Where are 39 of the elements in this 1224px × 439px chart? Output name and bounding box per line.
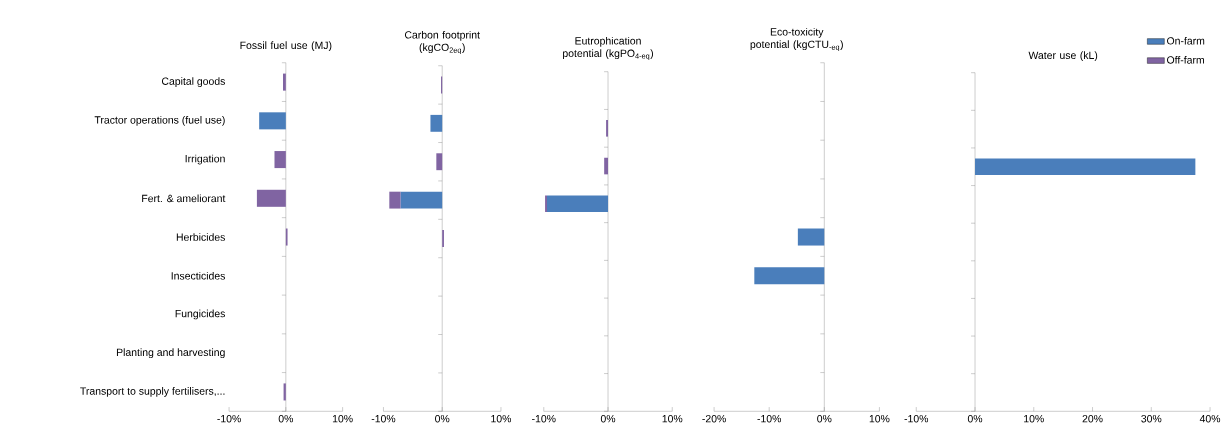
x-tick-label: 10% — [491, 414, 512, 423]
x-tick-label: 10% — [662, 414, 683, 423]
x-tick-label: -10% — [532, 414, 556, 423]
x-tick-label: 10% — [869, 414, 890, 423]
x-tick-label: 0% — [435, 414, 450, 423]
x-tick-label: 10% — [1024, 414, 1044, 423]
y-tick-label: Insecticides — [171, 271, 225, 280]
y-tick-label: Planting and harvesting — [116, 348, 225, 358]
chart-title: Eco-toxicity potential (kgCTU$_{-eq}$) — [750, 27, 843, 51]
y-tick-label: Tractor operations (fuel use) — [94, 115, 225, 126]
x-tick-label: 20% — [1082, 414, 1103, 423]
y-tick-label: Fungicides — [175, 309, 225, 320]
x-tick-label: -10% — [757, 414, 782, 423]
x-tick-label: 40% — [1199, 414, 1221, 423]
x-tick-label: 10% — [332, 414, 353, 423]
y-tick-label: Herbicides — [176, 233, 225, 241]
bar — [436, 153, 443, 171]
x-tick-label: 0% — [817, 414, 832, 423]
x-tick-label: -10% — [904, 414, 929, 423]
y-tick-label: Irrigation — [185, 154, 225, 165]
y-tick-label: Capital goods — [161, 77, 225, 87]
y-tick-label: Fert. & ameliorant — [142, 194, 226, 203]
x-tick-label: 30% — [1141, 414, 1162, 423]
y-tick-label: Transport to supply fertilisers,... — [80, 386, 225, 397]
bar — [400, 191, 443, 209]
x-tick-label: -20% — [702, 414, 726, 423]
legend-label: On-farm — [1167, 36, 1205, 45]
chart-title: Water use (kL) — [1028, 51, 1098, 61]
bar — [389, 191, 401, 209]
chart-title: Fossil fuel use (MJ) — [240, 41, 332, 51]
x-tick-label: -10% — [217, 414, 241, 423]
legend-label: Off-farm — [1167, 55, 1204, 64]
chart-title: Eutrophication potential (kgPO$_{4-eq}$) — [563, 36, 654, 60]
x-tick-label: 0% — [600, 414, 616, 423]
chart-title: Carbon footprint (kgCO$_{2eq}$) — [404, 30, 480, 54]
x-tick-label: 0% — [278, 414, 294, 423]
x-tick-label: -10% — [371, 414, 396, 423]
x-tick-label: 0% — [967, 414, 983, 423]
bar — [430, 114, 443, 132]
